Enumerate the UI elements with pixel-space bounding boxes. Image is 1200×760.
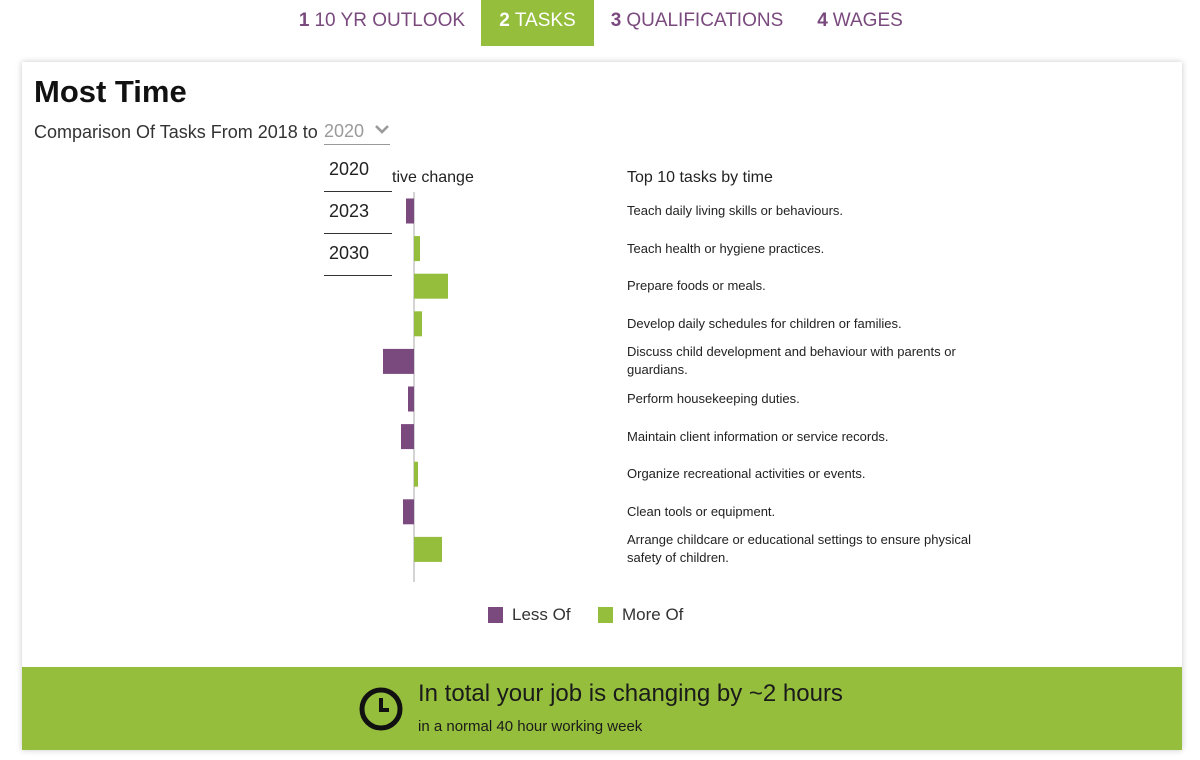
task-bar	[408, 386, 414, 412]
task-label: Teach daily living skills or behaviours.	[627, 203, 844, 218]
tab-tasks[interactable]: 2 TASKS	[481, 0, 594, 46]
tab-wages[interactable]: 4 WAGES	[800, 0, 920, 46]
comparison-subtitle: Comparison Of Tasks From 2018 to	[34, 122, 318, 142]
task-bar	[414, 236, 420, 262]
legend-less: Less Of	[488, 605, 571, 625]
tab-label: QUALIFICATIONS	[626, 10, 784, 31]
chevron-down-icon	[375, 125, 389, 134]
task-label: Develop daily schedules for children or …	[627, 315, 902, 331]
task-label: Arrange childcare or educational setting…	[627, 532, 971, 566]
tab-number: 2	[499, 10, 510, 31]
page-title: Most Time	[34, 74, 187, 109]
legend-more: More Of	[598, 605, 683, 625]
task-bar	[403, 499, 414, 525]
relative-change-heading: tive change	[392, 169, 474, 186]
task-label: Discuss child development and behaviour …	[627, 344, 956, 378]
year-select-value: 2020	[324, 121, 365, 141]
top-tasks-heading: Top 10 tasks by time	[627, 169, 773, 186]
task-label: Organize recreational activities or even…	[627, 466, 866, 482]
legend-less-label: Less Of	[512, 605, 571, 624]
tab-qualifications[interactable]: 3 QUALIFICATIONS	[594, 0, 800, 46]
tab-label: TASKS	[514, 10, 576, 31]
less-swatch	[488, 607, 503, 623]
task-label: Clean tools or equipment.	[627, 503, 776, 519]
tab-10-yr-outlook[interactable]: 1 10 YR OUTLOOK	[283, 0, 481, 46]
tab-number: 1	[298, 10, 310, 31]
clock-icon	[359, 687, 403, 731]
working-week-text: in a normal 40 hour working week	[418, 718, 643, 735]
task-bar	[414, 536, 442, 562]
task-label: Maintain client information or service r…	[627, 428, 889, 444]
year-option-2020[interactable]: 2020	[324, 150, 392, 192]
task-bar	[414, 311, 422, 337]
task-bar	[414, 461, 418, 487]
task-label: Teach health or hygiene practices.	[627, 240, 825, 256]
tab-number: 4	[817, 10, 828, 31]
task-label: Perform housekeeping duties.	[627, 391, 800, 406]
tab-label: 10 YR OUTLOOK	[314, 10, 466, 31]
tab-label: WAGES	[832, 10, 903, 31]
task-bar	[383, 348, 414, 374]
year-option-2023[interactable]: 2023	[324, 192, 392, 234]
total-change-banner: In total your job is changing by ~2 hour…	[22, 667, 1182, 750]
year-select[interactable]: 2020	[324, 120, 390, 145]
task-change-chart	[383, 192, 448, 582]
task-bar	[414, 273, 448, 299]
year-dropdown: 2020 2023 2030	[324, 150, 392, 276]
tasks-card: Most Time Comparison Of Tasks From 2018 …	[22, 62, 1182, 750]
task-bar	[406, 198, 414, 224]
year-option-2030[interactable]: 2030	[324, 234, 392, 276]
task-label: Prepare foods or meals.	[627, 278, 766, 294]
task-bar	[401, 424, 414, 450]
total-change-text: In total your job is changing by ~2 hour…	[418, 680, 843, 707]
legend-more-label: More Of	[622, 605, 684, 624]
tab-number: 3	[610, 10, 622, 31]
more-swatch	[598, 607, 613, 623]
